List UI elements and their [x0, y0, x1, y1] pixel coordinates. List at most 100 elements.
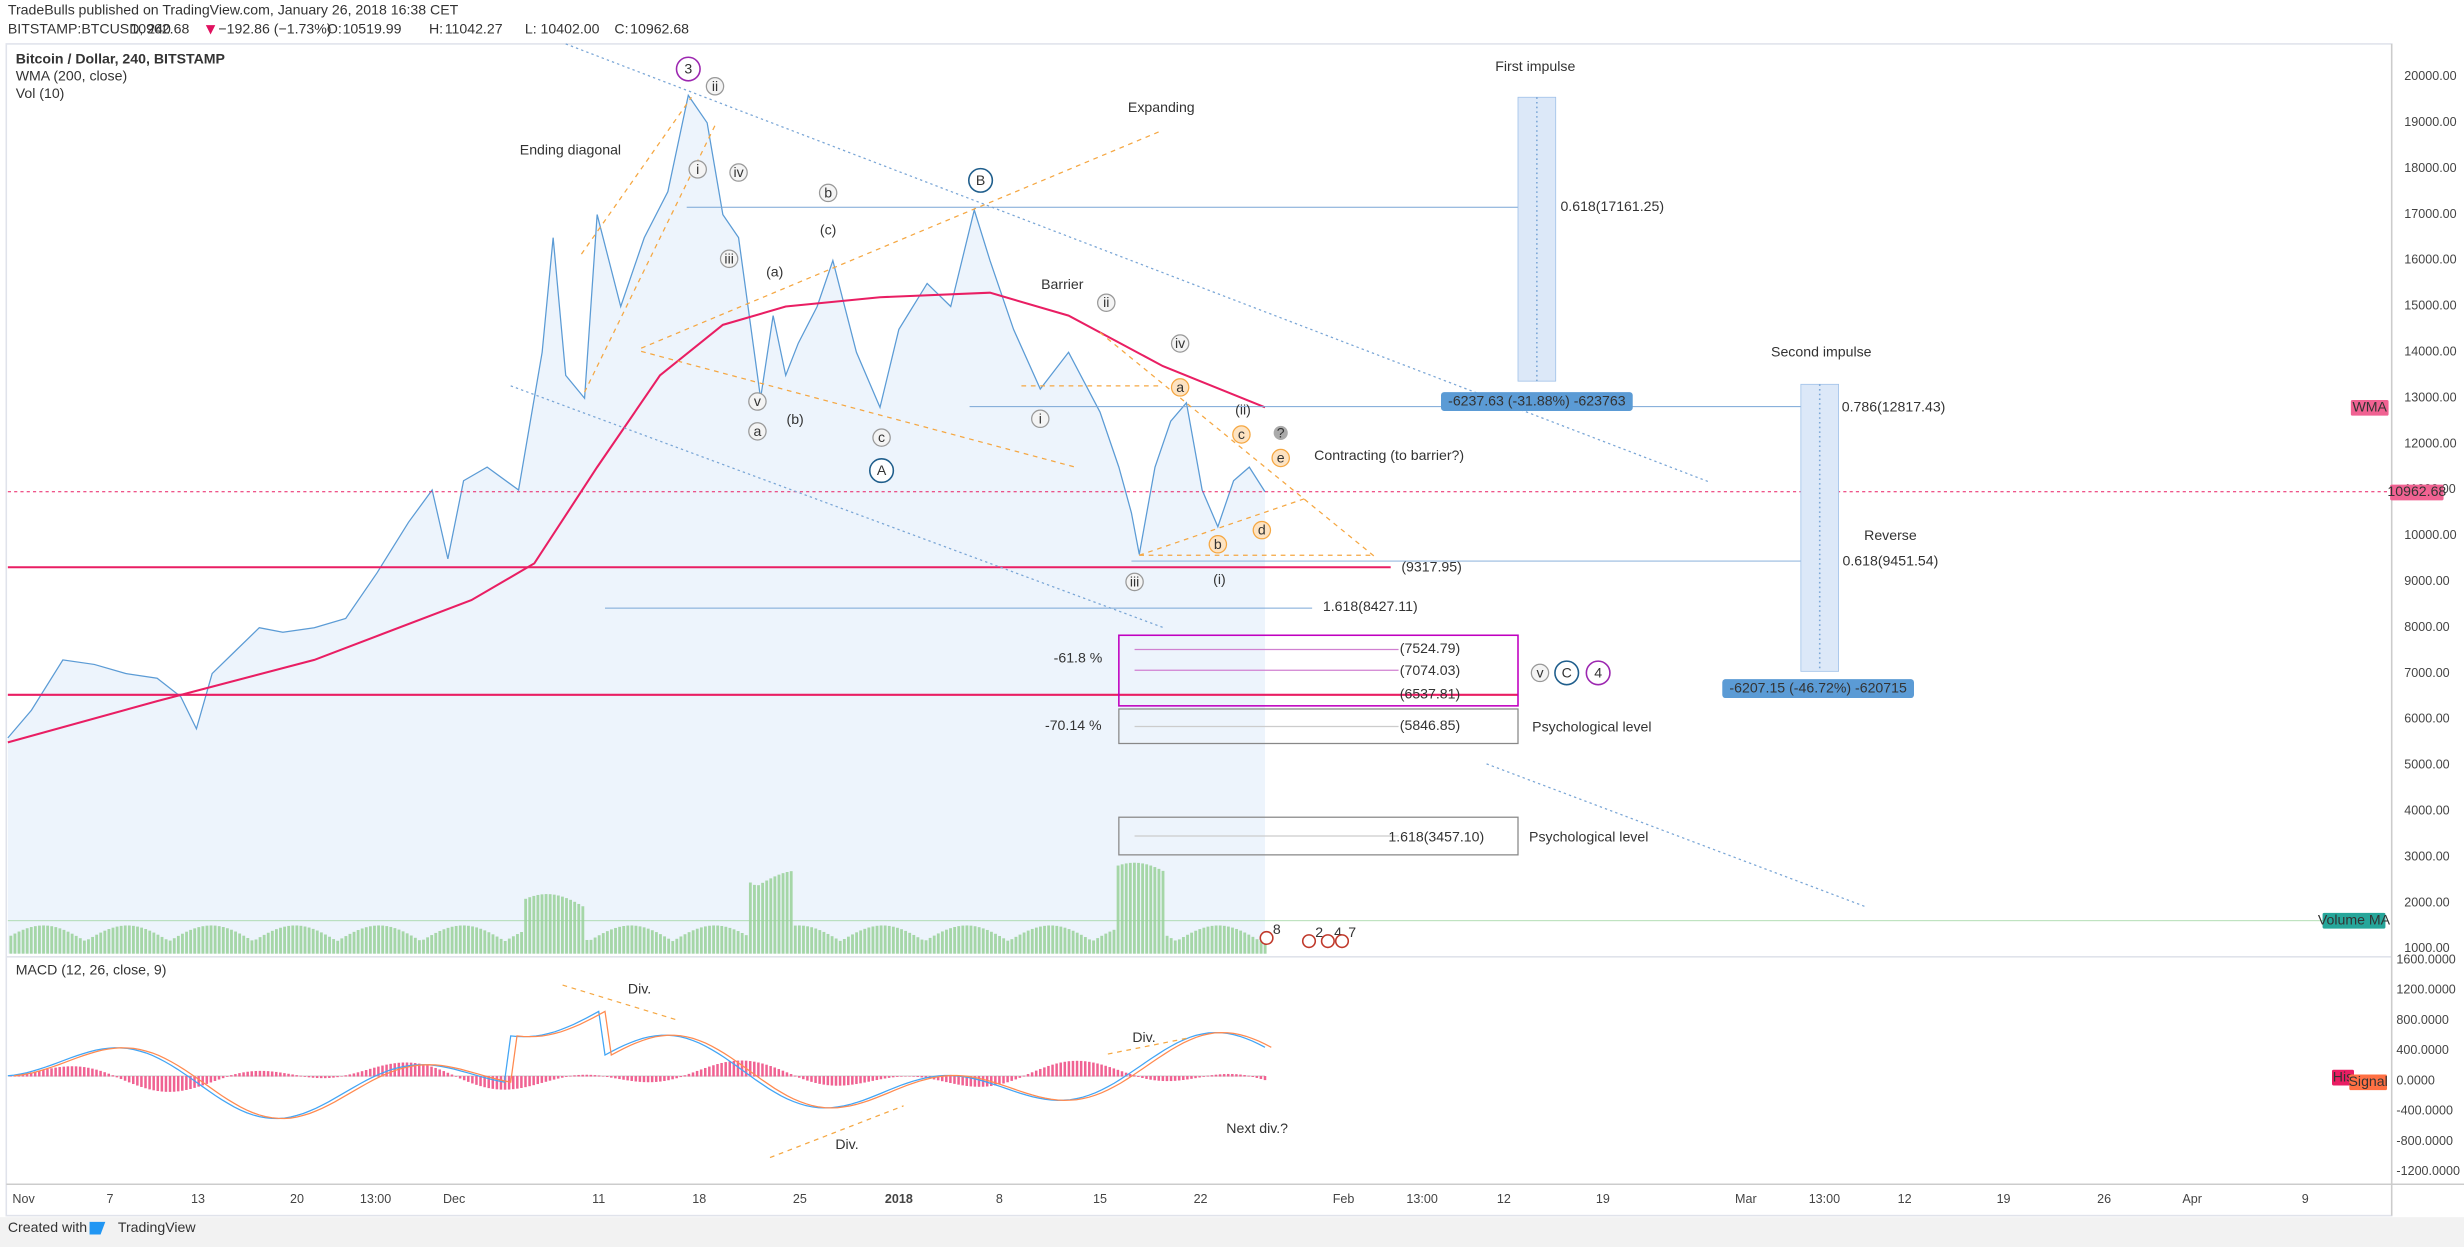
macd-hist [973, 1076, 977, 1087]
macd-hist [156, 1076, 160, 1092]
footer-brand: TradingView [118, 1219, 197, 1235]
macd-hist [246, 1071, 249, 1077]
volume-bar [879, 925, 883, 954]
macd-hist [393, 1063, 396, 1077]
time-tick: 13:00 [1406, 1192, 1437, 1206]
macd-note: Div. [628, 981, 651, 997]
macd-hist [225, 1076, 229, 1077]
volume-bar [638, 926, 642, 954]
macd-hist [176, 1076, 180, 1092]
volume-bar [197, 927, 201, 954]
price-tick: 10000.00 [2404, 528, 2456, 542]
macd-hist [29, 1072, 33, 1077]
volume-bar [119, 925, 123, 954]
macd-hist [144, 1076, 147, 1089]
volume-bar [1222, 925, 1226, 954]
macd-hist [1059, 1062, 1062, 1077]
axis-badge [2390, 484, 2444, 501]
time-tick: 26 [2097, 1192, 2111, 1206]
wma-line [7, 291, 1266, 744]
volume-bar [916, 937, 920, 954]
event-icon [1301, 934, 1317, 949]
macd-hist [1226, 1073, 1230, 1077]
volume-bar [589, 939, 593, 954]
volume-bar [577, 903, 581, 954]
volume-bar [1067, 929, 1071, 954]
macd-hist [1169, 1076, 1173, 1082]
macd-hist [826, 1076, 830, 1086]
volume-bar [107, 929, 111, 954]
volume-bar [699, 927, 703, 954]
axis-badge [2349, 1074, 2387, 1091]
macd-hist [348, 1074, 352, 1077]
macd-hist [78, 1066, 82, 1077]
macd-hist [1133, 1075, 1136, 1077]
wave-label: v [754, 393, 761, 409]
volume-bar [1190, 932, 1194, 954]
volume-bar [773, 876, 777, 954]
macd-hist [818, 1076, 821, 1084]
wave-circle [1097, 293, 1116, 312]
macd-tick: 0.0000 [2396, 1073, 2434, 1087]
volume-bar [1112, 929, 1116, 954]
volume-bar [646, 928, 650, 954]
volume-bar [654, 932, 658, 954]
price-tick: 4000.00 [2404, 804, 2449, 818]
time-tick: 13:00 [1809, 1192, 1840, 1206]
macd-hist [1022, 1075, 1026, 1077]
macd-hist [577, 1074, 580, 1077]
wave-label: B [976, 172, 985, 188]
annotation: (7524.79) [1400, 640, 1460, 656]
volume-bar [189, 929, 193, 954]
macd-hist [185, 1076, 188, 1090]
macd-hist [712, 1065, 715, 1077]
time-tick: 11 [592, 1192, 605, 1206]
volume-bar [830, 936, 834, 954]
volume-bar [961, 925, 965, 954]
wave-circle [1170, 334, 1190, 353]
volume-bar [1075, 932, 1079, 954]
macd-hist [422, 1064, 425, 1077]
volume-bar [95, 934, 99, 954]
macd-hist [74, 1066, 78, 1077]
macd-hist [511, 1076, 515, 1090]
macd-hist [532, 1076, 535, 1086]
macd-hist [1120, 1071, 1124, 1077]
volume-bar [471, 926, 474, 954]
volume-bar [650, 930, 654, 954]
volume-bar [230, 929, 233, 954]
macd-tick: 400.0000 [2396, 1043, 2448, 1057]
macd-hist [634, 1076, 638, 1082]
question-mark [1273, 425, 1288, 440]
tv-logo [89, 1221, 106, 1235]
footer-created: Created with [8, 1219, 87, 1235]
time-tick: Apr [2182, 1192, 2202, 1206]
annotation: (ii) [1235, 402, 1251, 418]
volume-bar [356, 930, 360, 954]
annotation: Psychological level [1529, 828, 1648, 844]
volume-bar [348, 933, 352, 954]
volume-bar [789, 871, 793, 954]
time-tick: 13:00 [360, 1192, 391, 1206]
volume-bar [769, 878, 773, 954]
macd-hist [401, 1062, 405, 1077]
macd-hist [1014, 1076, 1018, 1080]
macd-hist [814, 1076, 817, 1083]
volume-bar [642, 927, 646, 954]
volume-bar [1034, 927, 1038, 954]
time-tick: 12 [1898, 1192, 1912, 1206]
macd-hist [949, 1076, 952, 1084]
wave-label: iv [733, 164, 743, 180]
volume-bar [675, 938, 679, 954]
volume-bar [275, 929, 278, 954]
macd-hist [115, 1076, 119, 1078]
macd-hist [834, 1076, 838, 1086]
macd-tick: -800.0000 [2396, 1134, 2453, 1148]
time-tick: Feb [1333, 1192, 1355, 1206]
annotation: (i) [1213, 571, 1226, 587]
macd-hist [1153, 1076, 1156, 1081]
volume-bar [9, 935, 13, 954]
macd-hist [328, 1076, 331, 1078]
wave-circle [1271, 448, 1290, 468]
volume-bar [50, 926, 54, 954]
